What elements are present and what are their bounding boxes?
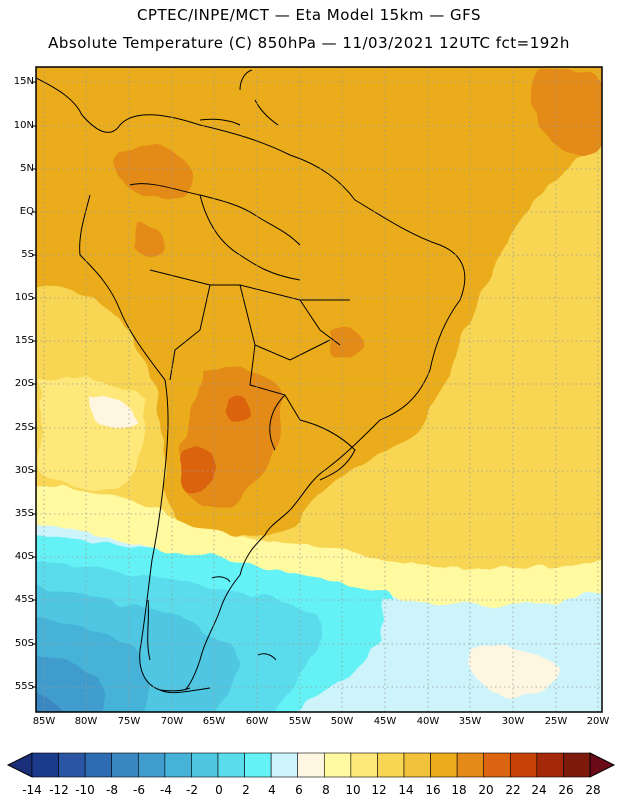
colorbar-label: -6	[133, 783, 145, 797]
colorbar-swatch	[270, 752, 299, 778]
lon-label: 20W	[586, 716, 610, 727]
colorbar-swatch	[217, 752, 245, 778]
map-subtitle: Absolute Temperature (C) 850hPa — 11/03/…	[48, 34, 570, 52]
colorbar-label: 20	[478, 783, 494, 797]
colorbar-label: -8	[106, 783, 118, 797]
temperature-field	[36, 67, 602, 712]
colorbar-swatch	[244, 752, 272, 778]
colorbar-label: 2	[242, 783, 250, 797]
colorbar-swatch	[323, 752, 352, 778]
lat-label: 10S	[14, 292, 34, 303]
colorbar-swatch	[31, 752, 59, 778]
colorbar-swatch	[536, 752, 564, 778]
colorbar-label: 0	[215, 783, 223, 797]
lat-label: 5N	[20, 163, 34, 174]
colorbar-swatch	[483, 752, 511, 778]
colorbar-swatch	[191, 752, 219, 778]
colorbar-swatch	[456, 752, 485, 778]
lon-label: 55W	[288, 716, 312, 727]
colorbar-label: -10	[75, 783, 95, 797]
lon-label: 80W	[74, 716, 98, 727]
colorbar-swatch	[563, 752, 591, 778]
colorbar-label: -12	[49, 783, 69, 797]
colorbar-label: 22	[505, 783, 521, 797]
lon-label: 35W	[458, 716, 482, 727]
lat-label: 50S	[14, 638, 34, 649]
lat-label: 15N	[13, 76, 34, 87]
lon-label: 65W	[202, 716, 226, 727]
lat-label: 40S	[14, 551, 34, 562]
map-title: CPTEC/INPE/MCT — Eta Model 15km — GFS	[136, 6, 482, 24]
colorbar-label: -2	[186, 783, 198, 797]
colorbar-label: -4	[160, 783, 172, 797]
colorbar-swatch	[403, 752, 431, 778]
colorbar-label: 4	[268, 783, 276, 797]
colorbar-label: 8	[322, 783, 330, 797]
axis-ticks	[32, 81, 36, 688]
colorbar-label: 24	[531, 783, 547, 797]
lon-label: 45W	[373, 716, 397, 727]
lon-label: 75W	[117, 716, 141, 727]
colorbar-swatch	[509, 752, 538, 778]
colorbar-label: 6	[295, 783, 303, 797]
colorbar-swatch	[297, 752, 325, 778]
colorbar-swatch	[58, 752, 86, 778]
colorbar-label: 18	[451, 783, 467, 797]
map-frame	[35, 66, 603, 713]
lat-label: 25S	[14, 422, 34, 433]
lat-label: 10N	[13, 120, 34, 131]
lat-label: 30S	[14, 465, 34, 476]
colorbar-swatch	[377, 752, 405, 778]
lon-label: 25W	[544, 716, 568, 727]
colorbar-swatch	[164, 752, 192, 778]
colorbar-label: 26	[558, 783, 574, 797]
colorbar-label: 16	[425, 783, 441, 797]
lat-label: 5S	[21, 249, 34, 260]
lon-label: 70W	[160, 716, 184, 727]
colorbar-label: 12	[371, 783, 387, 797]
colorbar-swatch	[84, 752, 113, 778]
lat-label: 45S	[14, 594, 34, 605]
lat-label: 55S	[14, 681, 34, 692]
colorbar-label: 14	[398, 783, 414, 797]
lat-label: EQ	[19, 206, 34, 217]
colorbar-swatch	[430, 752, 458, 778]
colorbar-swatch	[137, 752, 166, 778]
lon-label: 50W	[330, 716, 354, 727]
colorbar-swatch	[111, 752, 139, 778]
lon-label: 85W	[32, 716, 56, 727]
lon-label: 60W	[245, 716, 269, 727]
colorbar	[6, 752, 616, 778]
colorbar-label: 28	[585, 783, 601, 797]
lon-label: 30W	[501, 716, 525, 727]
lat-label: 20S	[14, 378, 34, 389]
colorbar-swatch	[350, 752, 378, 778]
colorbar-over-arrow	[589, 752, 616, 778]
lat-label: 35S	[14, 508, 34, 519]
lat-label: 15S	[14, 335, 34, 346]
colorbar-label: -14	[22, 783, 42, 797]
colorbar-under-arrow	[6, 752, 33, 778]
colorbar-label: 10	[345, 783, 361, 797]
lon-label: 40W	[416, 716, 440, 727]
